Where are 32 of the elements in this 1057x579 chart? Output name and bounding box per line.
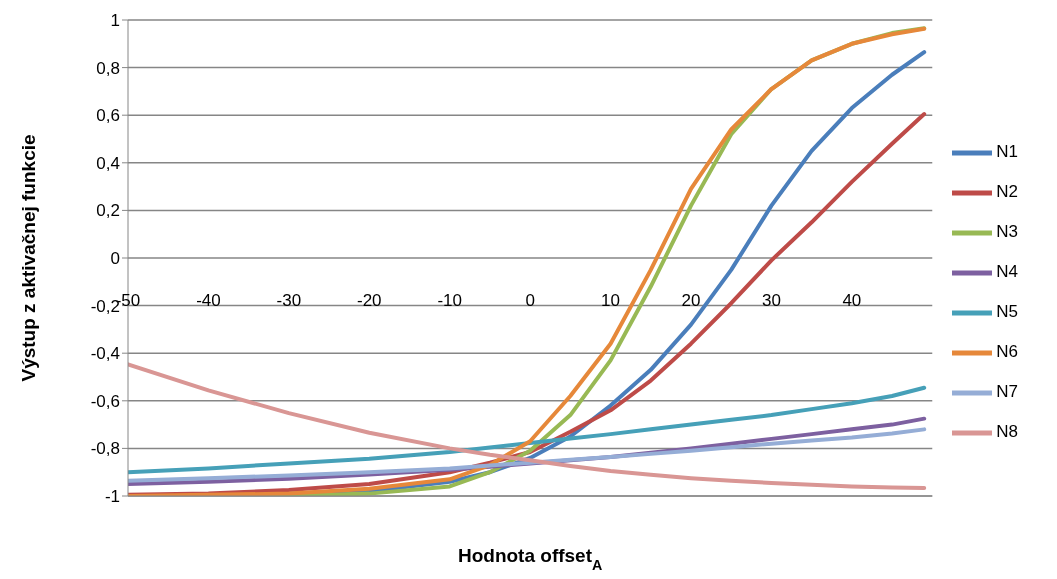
x-tick-label: 20: [681, 291, 701, 310]
y-tick-label: 0: [110, 249, 120, 269]
x-tick-label: -30: [276, 291, 302, 310]
legend-label: N6: [996, 342, 1018, 362]
y-tick-label: -0,4: [90, 344, 120, 364]
legend-label: N5: [996, 302, 1018, 322]
legend-label: N1: [996, 142, 1018, 162]
x-tick-label: -40: [196, 291, 221, 310]
y-tick-label: -0,6: [90, 391, 120, 411]
y-tick-label: -1: [104, 487, 120, 507]
x-tick-label: -20: [356, 291, 382, 310]
line-series: [128, 362, 927, 490]
y-tick-label: 1: [110, 11, 120, 31]
x-tick-label: 10: [601, 291, 621, 310]
y-tick-label: 0,4: [96, 153, 120, 173]
legend-label: N8: [996, 422, 1018, 442]
legend-label: N2: [996, 182, 1018, 202]
x-tick-label: 0: [525, 291, 535, 310]
legend-label: N4: [996, 262, 1018, 282]
y-tick-label: -0,8: [90, 439, 120, 459]
x-axis-title: Hodnota offset$_{A}$: [457, 545, 603, 573]
x-tick-label: 40: [842, 291, 862, 310]
x-tick-label: 30: [761, 291, 781, 310]
y-tick-label: 0,2: [96, 201, 120, 221]
y-tick-label: 0,8: [96, 58, 120, 78]
y-tick-label: 0,6: [96, 106, 120, 126]
y-axis-title: Výstup z aktivačnej funkcie: [17, 134, 39, 382]
legend-label: N3: [996, 222, 1018, 242]
line-series: [128, 427, 927, 483]
legend-label: N7: [996, 382, 1018, 402]
line-series: [128, 385, 927, 475]
x-tick-label: -10: [437, 291, 462, 310]
